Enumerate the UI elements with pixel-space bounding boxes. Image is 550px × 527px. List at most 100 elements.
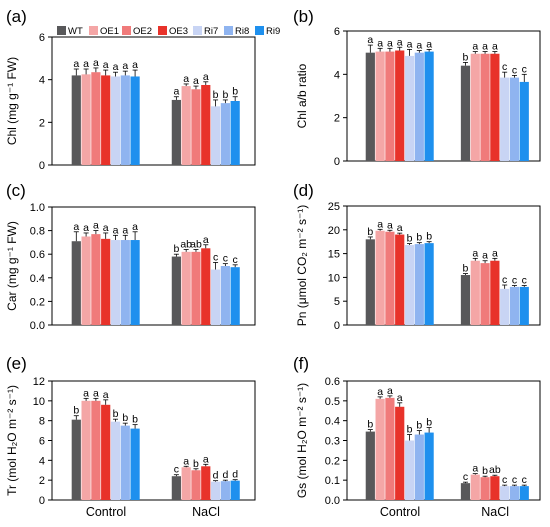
bar-Ri9-Control: [424, 432, 434, 500]
bar-Ri8-Control: [120, 75, 130, 165]
bar-OE2-NaCl: [480, 477, 490, 500]
legend: WT OE1 OE2 OE3 Ri7 Ri8 Ri9: [57, 26, 280, 37]
bar-OE1-Control: [81, 74, 91, 165]
bar-WT-NaCl: [171, 256, 181, 325]
panel-label: (c): [6, 181, 26, 200]
category-label: NaCl: [192, 505, 220, 519]
bar-Ri8-NaCl: [220, 266, 230, 325]
bar-Ri8-NaCl: [220, 103, 230, 165]
bar-Ri9-NaCl: [519, 286, 529, 325]
significance-letter: a: [173, 86, 179, 98]
bar-OE1-Control: [375, 398, 385, 500]
significance-letter: b: [407, 233, 413, 245]
bar-OE3-Control: [101, 404, 111, 500]
bar-OE2-Control: [385, 397, 395, 500]
significance-letter: b: [222, 89, 228, 101]
bar-Ri7-Control: [110, 421, 121, 500]
bar-WT-Control: [365, 431, 375, 500]
significance-letter: a: [492, 41, 498, 53]
plot-frame: [51, 36, 256, 166]
significance-letter: a: [73, 58, 79, 70]
bar-WT-Control: [71, 419, 81, 500]
bar-Ri7-NaCl: [210, 269, 221, 325]
category-label: NaCl: [481, 505, 509, 519]
bar-OE1-NaCl: [470, 53, 480, 161]
significance-letter: c: [502, 274, 507, 286]
y-tick-label: 6: [334, 26, 340, 38]
plot-frame: [346, 205, 541, 326]
bar-OE1-Control: [81, 236, 91, 325]
significance-letter: a: [472, 247, 478, 259]
significance-letter: a: [93, 220, 99, 232]
y-tick-label: 0: [334, 156, 340, 168]
significance-letter: a: [377, 218, 383, 230]
panel-label: (d): [293, 181, 314, 200]
bar-OE3-NaCl: [201, 248, 211, 325]
y-axis-label: Gs (mol H₂O m⁻² s⁻¹): [295, 383, 309, 498]
significance-letter: a: [472, 41, 478, 53]
significance-letter: a: [377, 386, 383, 398]
significance-letter: a: [407, 38, 413, 50]
bar-Ri8-Control: [120, 425, 130, 500]
significance-letter: c: [522, 474, 527, 486]
significance-letter: b: [367, 226, 373, 238]
significance-letter: c: [223, 253, 228, 265]
significance-letter: a: [397, 392, 403, 404]
significance-letter: a: [482, 250, 488, 262]
significance-letter: b: [193, 458, 199, 470]
bar-OE2-Control: [385, 231, 395, 325]
y-tick-label: 2: [39, 475, 45, 487]
significance-letter: c: [522, 63, 527, 75]
bar-OE2-NaCl: [191, 89, 201, 165]
significance-letter: a: [103, 59, 109, 71]
y-tick-label: 6: [39, 32, 45, 44]
plot-frame: [346, 30, 541, 162]
panel-label: (f): [293, 354, 309, 373]
significance-letter: b: [416, 232, 422, 244]
significance-letter: a: [83, 222, 89, 234]
y-tick-label: 20: [328, 225, 340, 237]
bar-Ri9-NaCl: [519, 81, 529, 161]
significance-letter: b: [482, 465, 488, 477]
legend-label: OE1: [100, 26, 119, 37]
significance-letter: d: [232, 469, 238, 481]
significance-letter: c: [213, 251, 218, 263]
significance-letter: c: [512, 64, 517, 76]
significance-letter: a: [193, 75, 199, 87]
significance-letter: a: [93, 57, 99, 69]
significance-letter: a: [397, 36, 403, 48]
bar-WT-NaCl: [171, 99, 181, 165]
bar-OE1-NaCl: [181, 86, 191, 165]
significance-letter: a: [416, 40, 422, 52]
legend-swatch-WT: [57, 26, 66, 35]
y-tick-label: 0: [334, 320, 340, 332]
legend-label: OE3: [169, 26, 188, 37]
bar-Ri9-NaCl: [230, 267, 240, 325]
bar-OE2-Control: [91, 234, 101, 325]
bar-WT-NaCl: [460, 275, 471, 325]
legend-swatch-Ri8: [224, 26, 233, 35]
significance-letter: a: [472, 463, 478, 475]
bar-OE2-NaCl: [480, 263, 490, 325]
panel-label: (b): [293, 7, 314, 26]
significance-letter: a: [83, 58, 89, 70]
significance-letter: b: [122, 412, 128, 424]
significance-letter: d: [213, 470, 219, 482]
legend-label: WT: [68, 26, 83, 37]
y-tick-label: 4: [39, 75, 45, 87]
bar-OE3-NaCl: [490, 476, 500, 500]
significance-letter: c: [463, 471, 468, 483]
bar-OE2-Control: [385, 51, 395, 162]
significance-letter: b: [463, 263, 469, 275]
bar-OE1-Control: [375, 51, 385, 162]
bar-Ri8-Control: [120, 240, 130, 325]
significance-letter: ab: [489, 464, 501, 476]
bar-OE1-Control: [81, 400, 91, 500]
bar-Ri9-Control: [130, 240, 140, 325]
significance-letter: a: [103, 389, 109, 401]
y-tick-label: 0: [39, 495, 45, 507]
bar-OE1-Control: [375, 230, 385, 325]
bar-OE3-Control: [395, 50, 405, 161]
bar-Ri7-Control: [404, 245, 415, 325]
